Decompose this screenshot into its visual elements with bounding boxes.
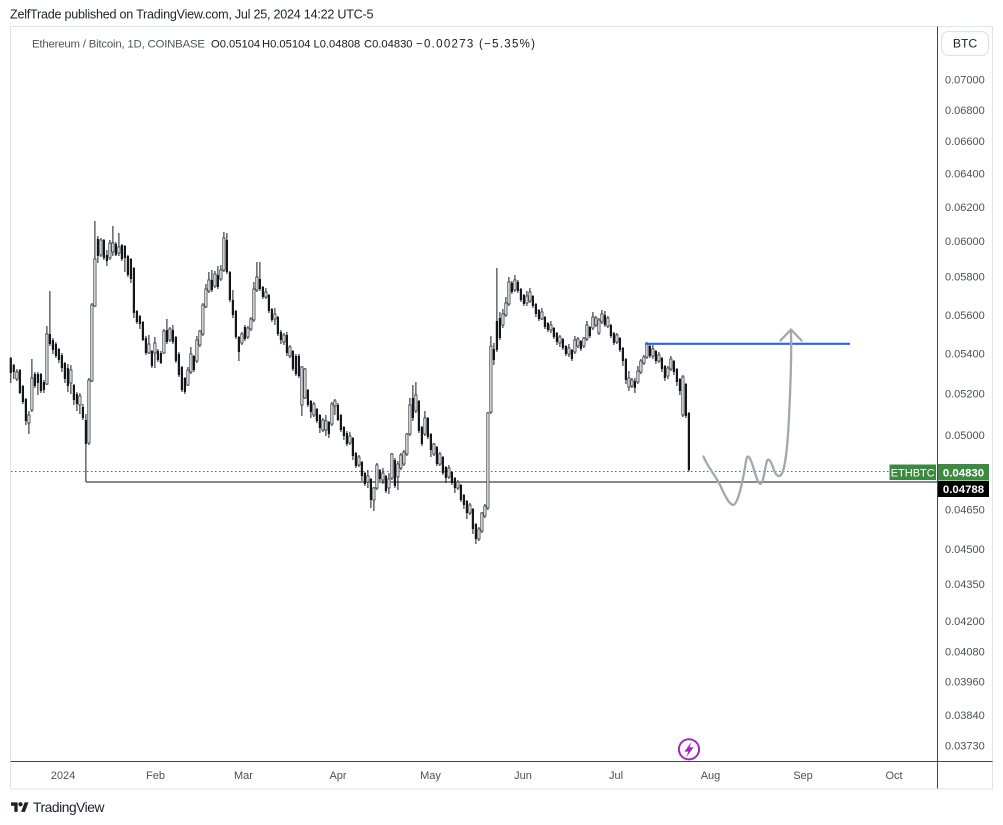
svg-text:0.04200: 0.04200 xyxy=(945,616,985,628)
svg-text:0.04080: 0.04080 xyxy=(945,646,985,658)
svg-text:Oct: Oct xyxy=(885,770,902,782)
svg-text:O0.05104: O0.05104 xyxy=(211,39,260,51)
svg-text:0.04350: 0.04350 xyxy=(945,579,985,591)
svg-text:Jul: Jul xyxy=(609,770,623,782)
svg-text:C0.04830: C0.04830 xyxy=(364,39,413,51)
svg-text:0.05400: 0.05400 xyxy=(945,349,985,361)
svg-text:0.03840: 0.03840 xyxy=(945,710,985,722)
svg-text:0.06800: 0.06800 xyxy=(945,105,985,117)
svg-text:0.04500: 0.04500 xyxy=(945,544,985,556)
svg-text:Aug: Aug xyxy=(701,770,721,782)
svg-text:0.06600: 0.06600 xyxy=(945,136,985,148)
svg-text:0.04830: 0.04830 xyxy=(943,467,984,479)
svg-text:ZelfTrade published on Trading: ZelfTrade published on TradingView.com, … xyxy=(10,8,374,22)
svg-text:0.07000: 0.07000 xyxy=(945,75,985,87)
svg-text:Apr: Apr xyxy=(329,770,346,782)
svg-text:Mar: Mar xyxy=(234,770,253,782)
svg-text:0.03960: 0.03960 xyxy=(945,677,985,689)
svg-text:0.05000: 0.05000 xyxy=(945,430,985,442)
svg-text:Jun: Jun xyxy=(514,770,532,782)
svg-text:ETHBTC: ETHBTC xyxy=(891,467,935,479)
svg-text:May: May xyxy=(420,770,441,782)
svg-text:BTC: BTC xyxy=(953,37,978,51)
svg-text:0.03730: 0.03730 xyxy=(945,740,985,752)
svg-text:0.04788: 0.04788 xyxy=(943,484,984,496)
svg-text:0.05800: 0.05800 xyxy=(945,272,985,284)
svg-text:0.04650: 0.04650 xyxy=(945,504,985,516)
svg-text:2024: 2024 xyxy=(51,770,75,782)
svg-text:0.05600: 0.05600 xyxy=(945,310,985,322)
svg-text:Ethereum / Bitcoin, 1D, COINBA: Ethereum / Bitcoin, 1D, COINBASE xyxy=(32,39,205,51)
svg-text:−0.00273 (−5.35%): −0.00273 (−5.35%) xyxy=(416,39,535,51)
svg-text:H0.05104: H0.05104 xyxy=(262,39,311,51)
svg-text:L0.04808: L0.04808 xyxy=(314,39,361,51)
svg-text:TradingView: TradingView xyxy=(33,800,105,815)
svg-text:0.06400: 0.06400 xyxy=(945,168,985,180)
svg-text:0.05200: 0.05200 xyxy=(945,389,985,401)
svg-text:Feb: Feb xyxy=(146,770,165,782)
svg-text:0.06200: 0.06200 xyxy=(945,202,985,214)
svg-text:Sep: Sep xyxy=(793,770,813,782)
svg-text:0.06000: 0.06000 xyxy=(945,236,985,248)
